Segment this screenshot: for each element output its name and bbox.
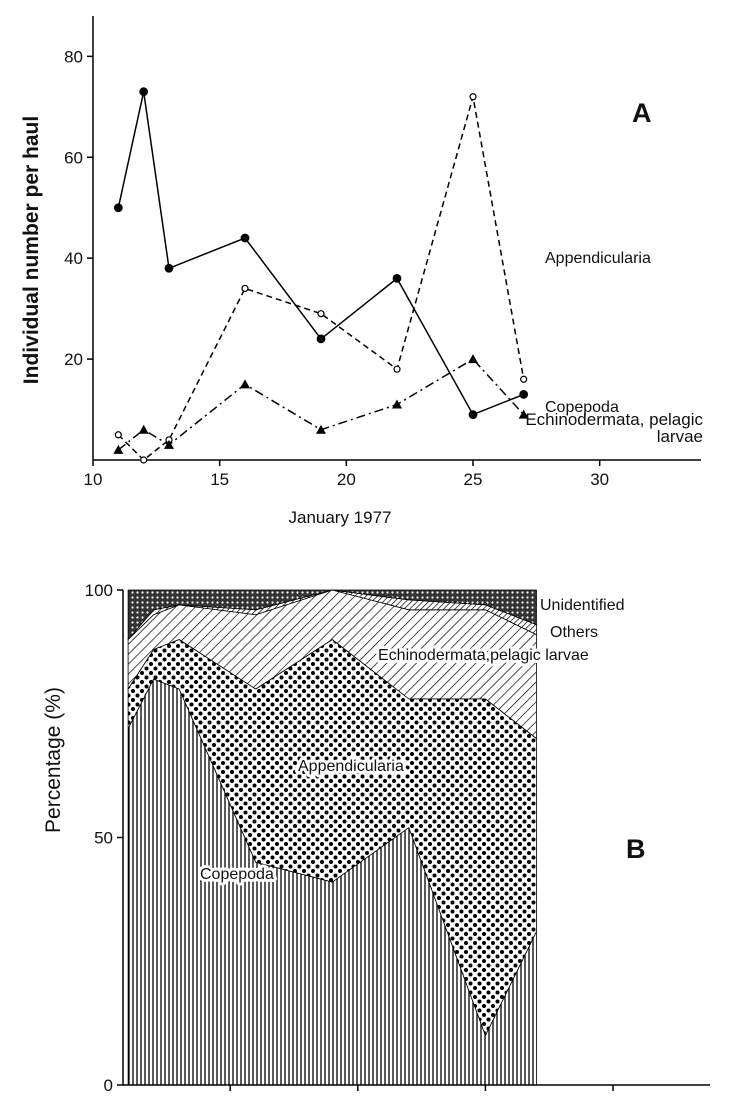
- x-tick-label: 15: [210, 470, 229, 489]
- marker: [469, 93, 477, 101]
- y-tick-label: 60: [64, 148, 83, 167]
- panel-letter: A: [632, 98, 652, 128]
- marker: [316, 334, 326, 344]
- marker: [240, 233, 250, 243]
- marker: [393, 365, 401, 373]
- marker: [113, 444, 124, 454]
- series-line: [117, 91, 524, 416]
- series-label: Appendicularia: [545, 250, 651, 267]
- marker: [164, 439, 174, 449]
- y-axis-label: Individual number per haul: [20, 116, 43, 384]
- marker: [139, 87, 149, 97]
- y-tick-label: 80: [64, 47, 83, 66]
- marker: [241, 284, 249, 293]
- series-line: [117, 96, 525, 462]
- series-label: Appendicularia: [298, 758, 404, 775]
- marker: [468, 354, 478, 364]
- y-tick-label: 0: [104, 1076, 113, 1095]
- marker: [240, 379, 250, 389]
- marker: [138, 424, 149, 434]
- area: [127, 589, 537, 641]
- series-label: Echinodermata, pelagic larvae: [525, 410, 703, 446]
- series-label: Copepoda: [200, 866, 274, 883]
- x-axis-label: January 1977: [288, 508, 391, 527]
- marker: [520, 375, 528, 383]
- marker: [140, 456, 148, 464]
- marker: [114, 431, 122, 439]
- marker: [468, 410, 478, 419]
- x-tick-label: 10: [84, 470, 103, 489]
- panel-letter: B: [626, 834, 646, 864]
- series-label: Copepoda: [545, 399, 619, 416]
- marker: [392, 399, 402, 409]
- series-label: Echinodermata,pelagic larvae: [378, 647, 589, 664]
- x-tick-label: 30: [590, 470, 609, 489]
- marker: [316, 424, 326, 434]
- marker: [113, 203, 123, 213]
- marker: [518, 409, 529, 419]
- y-tick-label: 100: [85, 581, 113, 600]
- marker: [164, 263, 174, 273]
- y-tick-label: 50: [94, 829, 113, 848]
- series-line: [117, 358, 525, 451]
- series-label: Unidentified: [540, 597, 625, 614]
- y-tick-label: 40: [64, 249, 83, 268]
- marker: [519, 390, 529, 399]
- y-axis-label: Percentage (%): [42, 687, 65, 833]
- marker: [317, 310, 325, 318]
- series-label: Others: [550, 624, 598, 641]
- marker: [392, 273, 402, 283]
- y-tick-label: 20: [64, 350, 83, 369]
- x-tick-label: 25: [464, 470, 483, 489]
- x-tick-label: 20: [337, 470, 356, 489]
